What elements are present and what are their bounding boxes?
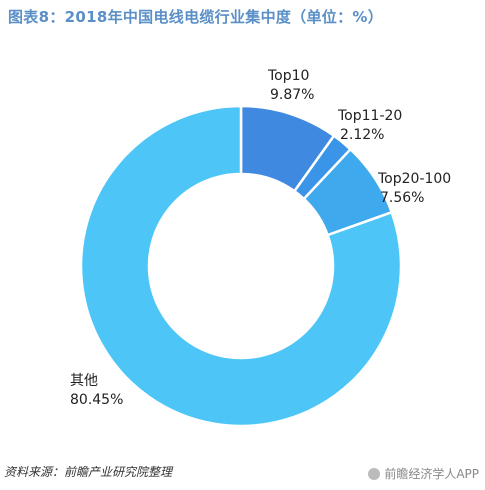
slice-4 <box>79 104 403 428</box>
slice-label-1: Top10 <box>267 68 309 84</box>
watermark-text: 前瞻经济学人APP <box>384 467 479 481</box>
chart-title: 图表8：2018年中国电线电缆行业集中度（单位：%） <box>8 8 384 26</box>
wechat-icon <box>368 467 381 480</box>
slice-value-1: 9.87% <box>270 87 314 103</box>
slice-label-4: 其他 <box>70 373 98 389</box>
slice-label-2: Top11-20 <box>337 108 402 124</box>
source-note: 资料来源：前瞻产业研究院整理 <box>4 465 173 479</box>
slice-value-4: 80.45% <box>70 392 123 408</box>
slice-value-2: 2.12% <box>340 127 384 143</box>
slice-value-3: 7.56% <box>380 190 424 206</box>
slice-label-3: Top20-100 <box>377 171 451 187</box>
watermark: 前瞻经济学人APP <box>368 465 479 482</box>
